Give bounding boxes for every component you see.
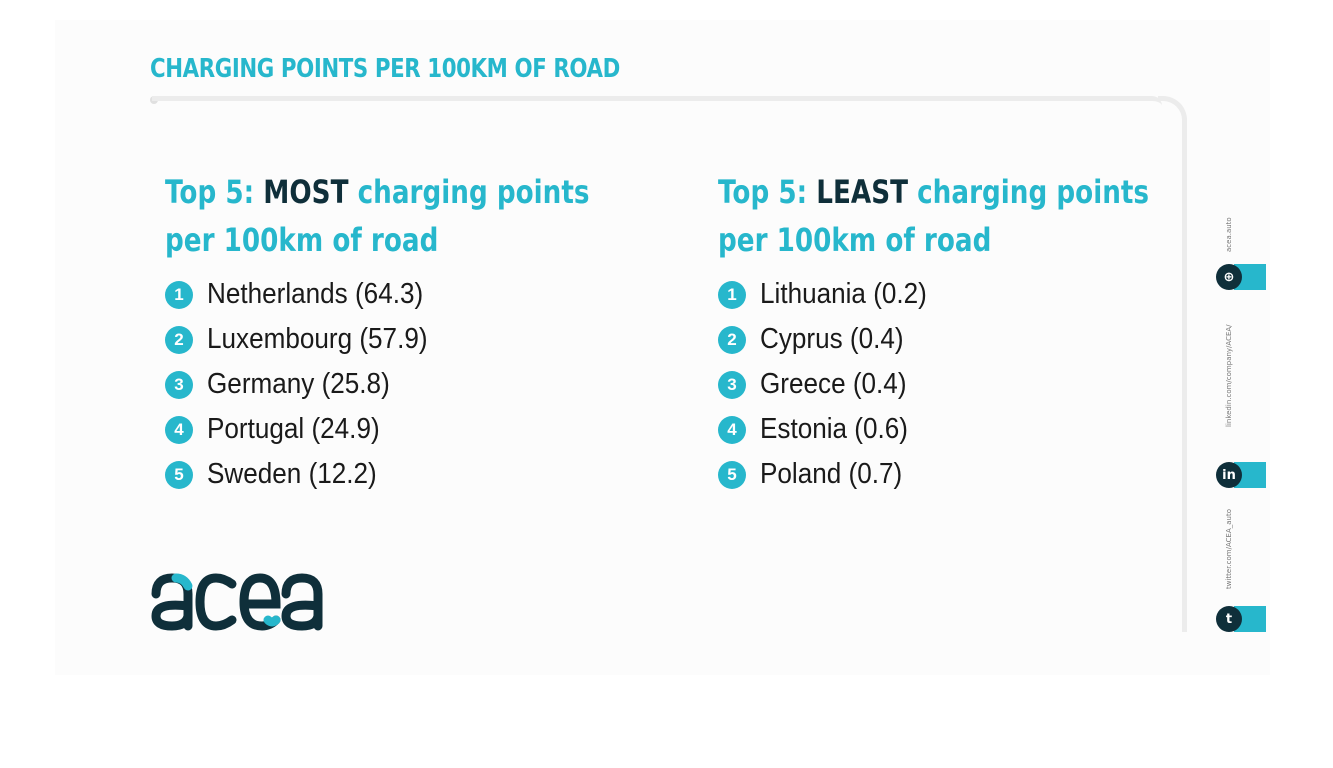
list-item: 2 Luxembourg (57.9) — [165, 317, 683, 362]
most-heading-highlight: MOST — [263, 173, 349, 211]
list-item: 3 Germany (25.8) — [165, 362, 683, 407]
rank-text: Germany (25.8) — [207, 368, 390, 400]
least-list: 1 Lithuania (0.2) 2 Cyprus (0.4) 3 Greec… — [718, 272, 1244, 497]
rank-badge: 3 — [718, 370, 746, 399]
most-list: 1 Netherlands (64.3) 2 Luxembourg (57.9)… — [165, 272, 683, 497]
list-item: 4 Estonia (0.6) — [718, 407, 1244, 452]
least-heading: Top 5: LEAST charging points per 100km o… — [718, 168, 1149, 264]
list-item: 2 Cyprus (0.4) — [718, 317, 1244, 362]
rank-text: Lithuania (0.2) — [760, 278, 927, 310]
rank-badge: 3 — [165, 370, 193, 399]
rank-text: Luxembourg (57.9) — [207, 323, 428, 355]
list-item: 5 Poland (0.7) — [718, 452, 1244, 497]
most-heading: Top 5: MOST charging points per 100km of… — [165, 168, 590, 264]
rank-text: Estonia (0.6) — [760, 413, 908, 445]
least-heading-suffix: charging points — [907, 173, 1150, 211]
list-item: 3 Greece (0.4) — [718, 362, 1244, 407]
social-strip: acea.auto ⊕ linkedin.com/company/ACEA/ i… — [1208, 210, 1268, 640]
linkedin-icon[interactable]: in — [1216, 462, 1242, 488]
rank-badge: 4 — [165, 415, 193, 444]
rank-text: Sweden (12.2) — [207, 458, 377, 490]
globe-icon[interactable]: ⊕ — [1216, 264, 1242, 290]
least-heading-line2: per 100km of road — [718, 221, 992, 259]
web-url-text[interactable]: acea.auto — [1225, 217, 1233, 253]
most-column: Top 5: MOST charging points per 100km of… — [165, 168, 683, 497]
rank-badge: 2 — [718, 325, 746, 354]
least-column: Top 5: LEAST charging points per 100km o… — [718, 168, 1244, 497]
rank-badge: 5 — [165, 460, 193, 489]
rank-text: Netherlands (64.3) — [207, 278, 424, 310]
most-heading-line2: per 100km of road — [165, 221, 439, 259]
linkedin-url-text[interactable]: linkedin.com/company/ACEA/ — [1225, 324, 1233, 428]
rank-text: Portugal (24.9) — [207, 413, 380, 445]
twitter-url-text[interactable]: twitter.com/ACEA_auto — [1225, 509, 1233, 589]
rank-badge: 1 — [718, 280, 746, 309]
rank-badge: 2 — [165, 325, 193, 354]
rank-badge: 5 — [718, 460, 746, 489]
acea-logo: acea — [151, 573, 323, 631]
list-item: 1 Lithuania (0.2) — [718, 272, 1244, 317]
rank-badge: 1 — [165, 280, 193, 309]
least-heading-highlight: LEAST — [816, 173, 908, 211]
frame-corner — [1158, 96, 1187, 125]
infographic-card — [55, 20, 1270, 675]
page-title: CHARGING POINTS PER 100KM OF ROAD — [150, 54, 620, 84]
rank-badge: 4 — [718, 415, 746, 444]
most-heading-prefix: Top 5: — [165, 173, 264, 211]
list-item: 4 Portugal (24.9) — [165, 407, 683, 452]
rank-text: Poland (0.7) — [760, 458, 903, 490]
list-item: 1 Netherlands (64.3) — [165, 272, 683, 317]
twitter-icon[interactable]: t — [1216, 606, 1242, 632]
list-item: 5 Sweden (12.2) — [165, 452, 683, 497]
rank-text: Cyprus (0.4) — [760, 323, 904, 355]
rank-text: Greece (0.4) — [760, 368, 907, 400]
least-heading-prefix: Top 5: — [718, 173, 817, 211]
most-heading-suffix: charging points — [348, 173, 590, 211]
frame-line-right — [1182, 118, 1187, 632]
frame-line-top — [152, 96, 1162, 106]
